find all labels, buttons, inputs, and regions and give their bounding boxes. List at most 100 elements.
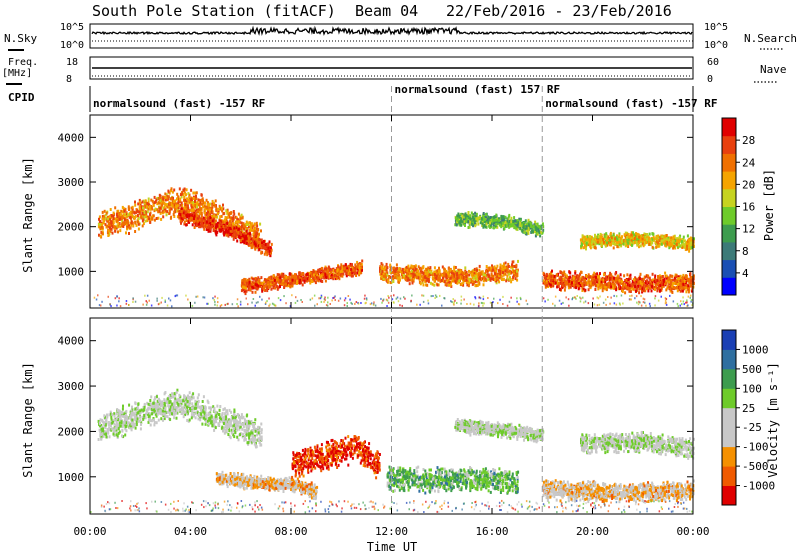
data-cell	[220, 214, 223, 218]
data-cell	[112, 220, 115, 224]
data-cell	[258, 237, 261, 241]
data-cell	[449, 276, 452, 280]
data-cell	[474, 274, 477, 278]
data-cell	[107, 234, 110, 237]
data-cell	[608, 282, 611, 286]
data-cell	[475, 278, 478, 282]
data-cell	[660, 285, 663, 289]
data-cell	[246, 237, 249, 241]
data-cell	[190, 203, 193, 207]
data-cell	[170, 189, 172, 193]
data-cell	[438, 274, 441, 278]
data-cell	[592, 283, 595, 287]
data-cell	[574, 270, 577, 274]
data-cell	[360, 263, 363, 266]
data-cell	[222, 212, 225, 216]
data-cell	[431, 276, 434, 280]
data-cell	[260, 229, 262, 233]
data-cell	[199, 199, 202, 202]
data-cell	[329, 267, 332, 271]
data-cell	[236, 224, 239, 228]
data-cell	[183, 220, 186, 224]
data-cell	[484, 274, 487, 277]
data-cell	[658, 287, 661, 291]
data-cell	[530, 230, 533, 233]
data-cell	[464, 266, 467, 270]
data-cell	[549, 283, 552, 287]
data-cell	[556, 280, 559, 284]
data-cell	[196, 214, 199, 218]
data-cell	[210, 218, 213, 222]
data-cell	[655, 282, 658, 286]
data-cell	[673, 237, 676, 240]
data-cell	[236, 232, 239, 236]
data-cell	[462, 283, 465, 287]
data-cell	[204, 216, 207, 220]
data-cell	[670, 278, 673, 282]
data-cell	[639, 284, 642, 288]
data-cell	[303, 279, 306, 283]
data-cell	[159, 199, 162, 203]
data-cell	[151, 217, 154, 221]
data-cell	[198, 212, 201, 216]
data-cell	[232, 215, 235, 219]
data-cell	[654, 276, 656, 280]
data-cell	[239, 225, 242, 229]
data-cell	[631, 287, 634, 291]
data-cell	[514, 222, 517, 226]
data-cell	[198, 225, 201, 229]
data-cell	[499, 266, 502, 270]
data-cell	[456, 277, 459, 281]
data-cell	[596, 272, 599, 276]
data-cell	[583, 279, 586, 283]
data-cell	[472, 271, 475, 275]
data-cell	[526, 222, 529, 226]
data-cell	[178, 210, 181, 214]
data-cell	[502, 269, 505, 273]
data-cell	[99, 220, 102, 223]
data-cell	[679, 244, 681, 248]
data-cell	[484, 213, 487, 217]
data-cell	[220, 207, 223, 211]
data-cell	[380, 276, 383, 280]
data-cell	[403, 275, 406, 279]
data-cell	[484, 225, 487, 229]
data-cell	[219, 215, 222, 219]
data-cell	[299, 278, 302, 282]
data-cell	[479, 271, 482, 275]
data-cell	[137, 220, 139, 224]
data-cell	[479, 277, 481, 281]
data-cell	[665, 288, 668, 292]
data-cell	[609, 271, 612, 275]
data-cell	[166, 196, 169, 200]
data-cell	[171, 204, 174, 208]
data-cell	[224, 224, 227, 228]
data-cell	[211, 202, 214, 206]
data-cell	[186, 197, 188, 201]
data-cell	[503, 227, 506, 230]
data-cell	[294, 279, 297, 283]
data-cell	[379, 269, 381, 273]
data-cell	[248, 280, 251, 284]
data-cell	[131, 205, 134, 209]
data-cell	[208, 214, 210, 217]
data-cell	[569, 285, 572, 289]
data-cell	[484, 220, 487, 224]
data-cell	[248, 283, 250, 287]
data-cell	[461, 220, 464, 224]
data-cell	[511, 260, 514, 264]
data-cell	[334, 277, 337, 281]
data-cell	[291, 274, 294, 278]
data-cell	[568, 279, 571, 283]
data-cell	[398, 268, 401, 272]
data-cell	[597, 283, 600, 287]
data-cell	[393, 269, 396, 273]
data-cell	[613, 282, 616, 286]
data-cell	[240, 221, 243, 225]
data-cell	[143, 215, 146, 219]
data-cell	[601, 289, 604, 293]
data-cell	[156, 202, 159, 206]
data-cell	[280, 279, 283, 283]
data-cell	[224, 216, 227, 219]
data-cell	[266, 289, 269, 293]
